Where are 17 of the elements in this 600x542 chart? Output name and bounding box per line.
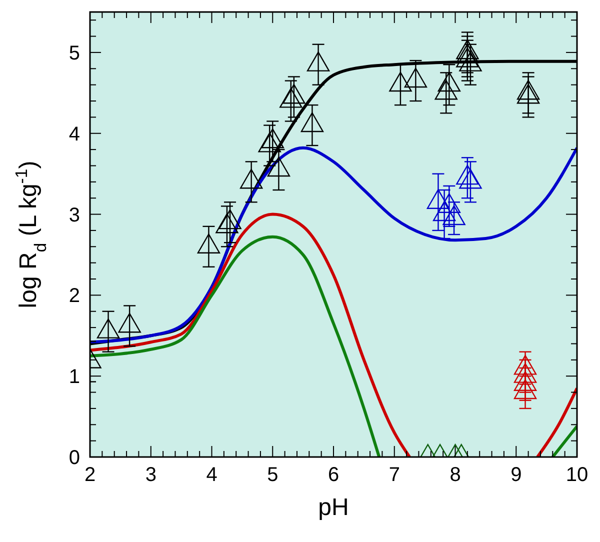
- y-tick-label: 2: [68, 285, 80, 308]
- x-tick-label: 10: [566, 464, 588, 486]
- y-tick-label: 5: [68, 42, 80, 64]
- line-series: [90, 146, 577, 344]
- y-tick-label: 3: [68, 204, 80, 226]
- y-tick-label: 0: [68, 447, 80, 469]
- x-tick-label: 7: [388, 464, 400, 486]
- y-tick-label: 4: [68, 123, 80, 146]
- x-tick-label: 8: [450, 464, 461, 486]
- x-axis-title: pH: [318, 494, 349, 521]
- x-tick-label: 4: [206, 464, 218, 486]
- x-tick-label: 5: [267, 464, 278, 486]
- x-tick-label: 3: [145, 464, 156, 486]
- x-tick-label: 6: [328, 464, 340, 486]
- x-tick-label: 2: [84, 464, 96, 486]
- y-tick-label: 1: [68, 366, 80, 388]
- x-tick-label: 9: [510, 464, 522, 486]
